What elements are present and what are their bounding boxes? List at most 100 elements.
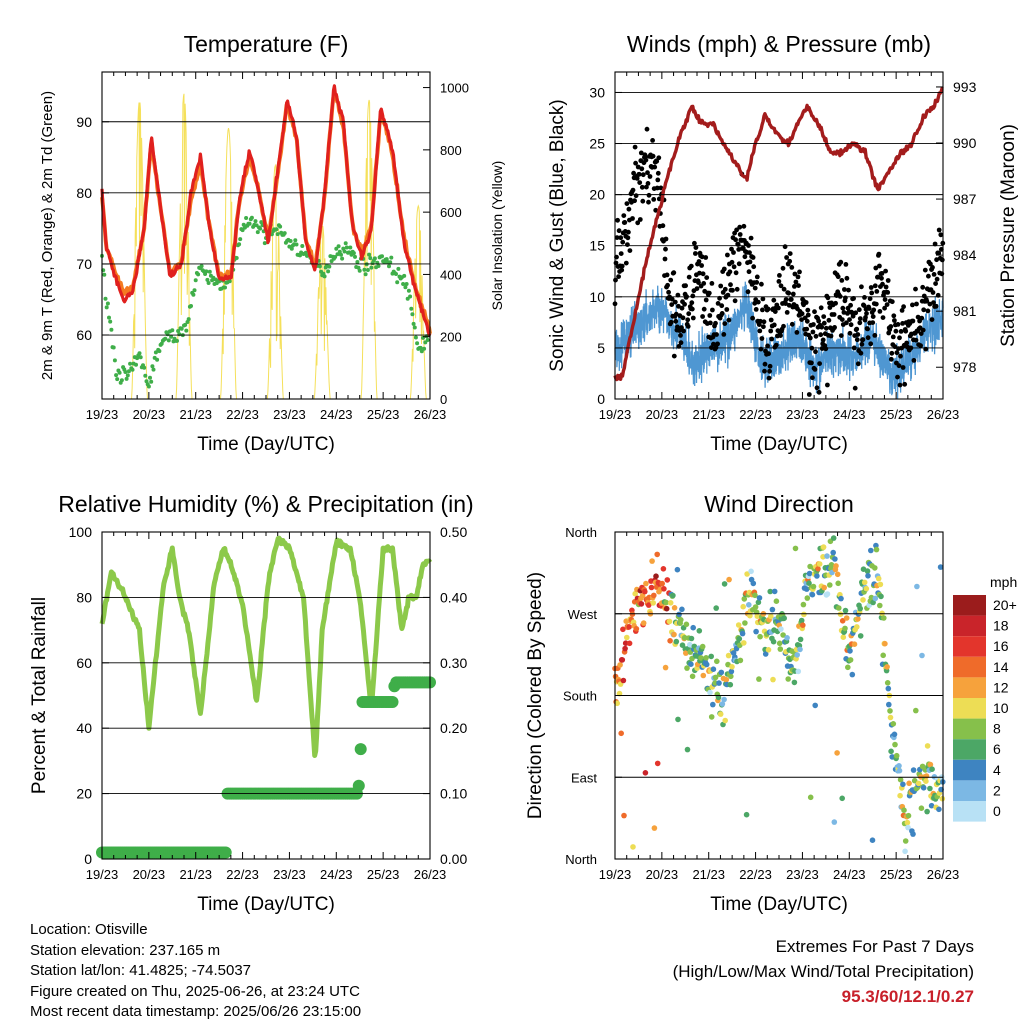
gust-point [821,314,827,319]
gust-point [639,184,645,190]
gust-point [828,333,834,339]
direction-point [617,662,623,668]
legend-label: 14 [993,659,1009,675]
direction-point [632,590,638,597]
gust-point [786,290,792,296]
dewpoint-point [262,241,267,246]
gust-point [647,174,653,179]
direction-point [905,812,912,819]
gust-point [847,317,852,322]
gust-point [637,180,643,186]
gust-point [632,198,637,204]
dewpoint-point [124,376,129,381]
gust-point [817,361,822,366]
dewpoint-point [150,364,155,369]
direction-point [910,831,916,837]
direction-point [801,611,807,618]
gust-point [761,324,766,330]
dewpoint-point [117,370,122,375]
dewpoint-series [100,215,431,389]
x-tick-label: 22/23 [226,867,259,882]
legend-label: 4 [993,762,1001,778]
direction-point [920,785,927,791]
y-axis-label: Percent & Total Rainfall [29,597,50,794]
direction-point [748,568,754,575]
direction-point [884,664,890,670]
gust-point [760,307,765,313]
direction-point [936,806,942,813]
gust-point [616,228,622,234]
direction-point [870,599,876,606]
direction-point [756,595,763,601]
precip-point [219,846,232,859]
dewpoint-point [186,317,191,322]
gust-point [735,242,741,247]
gust-point [799,311,805,317]
y2-tick-label: 0.30 [440,655,467,671]
dewpoint-point [351,251,356,256]
direction-point [696,628,703,634]
gust-point [826,317,832,323]
dewpoint-point [115,377,120,382]
gust-point [918,331,924,336]
gust-point [686,274,692,280]
legend-swatch [953,759,986,781]
direction-point [887,708,893,714]
gust-point [865,326,870,332]
gust-point [931,300,936,305]
direction-point [877,581,884,588]
dewpoint-point [422,346,427,351]
gust-point [746,269,752,275]
direction-point [671,605,678,611]
x-tick-label: 19/23 [86,407,119,422]
gust-point [664,272,670,278]
gust-point [857,320,863,326]
gust-point [929,317,935,322]
y2-tick-label: 0.40 [440,589,467,605]
gust-point [838,333,844,338]
direction-point [861,579,868,586]
gust-point [875,274,881,280]
dewpoint-point [274,227,279,232]
dewpoint-point [409,306,414,311]
dewpoint-point [293,238,298,243]
gust-point [645,181,651,186]
gust-point [882,305,887,311]
gust-point [622,220,628,225]
x-tick-label: 24/23 [833,407,866,422]
x-tick-label: 21/23 [179,407,212,422]
direction-point [708,714,715,720]
gust-point [748,235,754,241]
temp-9m-line [100,92,432,335]
direction-point [726,576,732,583]
direction-point [663,605,670,612]
direction-point [892,741,898,748]
dewpoint-point [353,254,357,259]
dewpoint-point [102,272,107,277]
direction-point [915,780,922,787]
direction-point [864,568,871,574]
direction-point [857,605,863,612]
direction-point [792,545,799,552]
legend-swatch [953,718,986,740]
direction-point [712,674,719,681]
station-location: Location: Otisville [30,921,148,938]
gust-point [673,318,679,324]
y2-tick-label: 984 [953,247,977,263]
chart-title: Wind Direction [704,491,854,517]
dewpoint-point [384,257,389,262]
x-axis-label: Time (Day/UTC) [197,434,335,455]
dewpoint-point [125,373,130,378]
gust-point [885,278,891,283]
direction-point [640,620,647,626]
gust-point [618,235,624,241]
dewpoint-point [333,255,338,259]
gust-point [722,321,728,326]
direction-series [612,535,946,855]
direction-point [744,571,750,577]
gust-point [646,199,651,205]
gust-point [733,237,738,243]
gust-point [713,320,718,326]
direction-point [830,549,836,556]
direction-point [662,664,669,671]
